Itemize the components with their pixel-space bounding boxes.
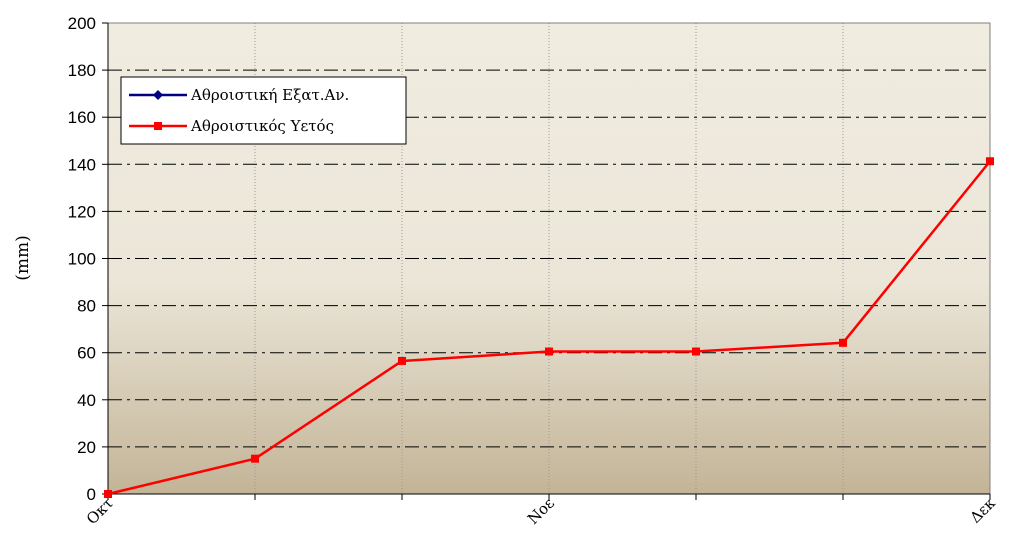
data-point [692,347,700,356]
y-tick-label: 20 [77,438,96,457]
x-axis-ticks: Οκτ Νοε Δεκ [83,494,999,528]
y-tick-label: 160 [68,108,96,127]
legend-label-1: Αθροιστικός Υετός [190,117,334,135]
data-point [398,356,406,365]
data-point [251,454,259,463]
data-point [545,347,553,356]
y-tick-label: 60 [77,344,96,363]
y-tick-label: 120 [68,202,96,221]
y-tick-label: 140 [68,155,96,174]
y-tick-label: 0 [87,485,96,504]
y-tick-label: 200 [68,14,96,33]
legend-swatch-diamond-icon [153,90,163,100]
legend-label-0: Αθροιστική Εξατ.Αν. [190,86,349,104]
x-tick-label: Νοε [524,494,558,528]
y-tick-label: 100 [68,250,96,269]
data-point [839,338,847,347]
y-axis-title: (mm) [13,235,33,281]
data-point [104,490,112,498]
horizontal-gridlines [108,69,990,448]
y-tick-label: 180 [68,61,96,80]
legend-swatch-square-icon [154,122,162,130]
legend-box [120,76,407,145]
legend: Αθροιστική Εξατ.Αν. Αθροιστικός Υετός [120,76,407,145]
y-axis-ticks: 0 20 40 60 80 100 120 140 160 180 200 [68,14,108,504]
x-tick-label: Δεκ [966,494,999,527]
data-point [986,157,994,166]
y-tick-label: 80 [77,297,96,316]
series-layer [104,157,994,498]
y-tick-label: 40 [77,391,96,410]
